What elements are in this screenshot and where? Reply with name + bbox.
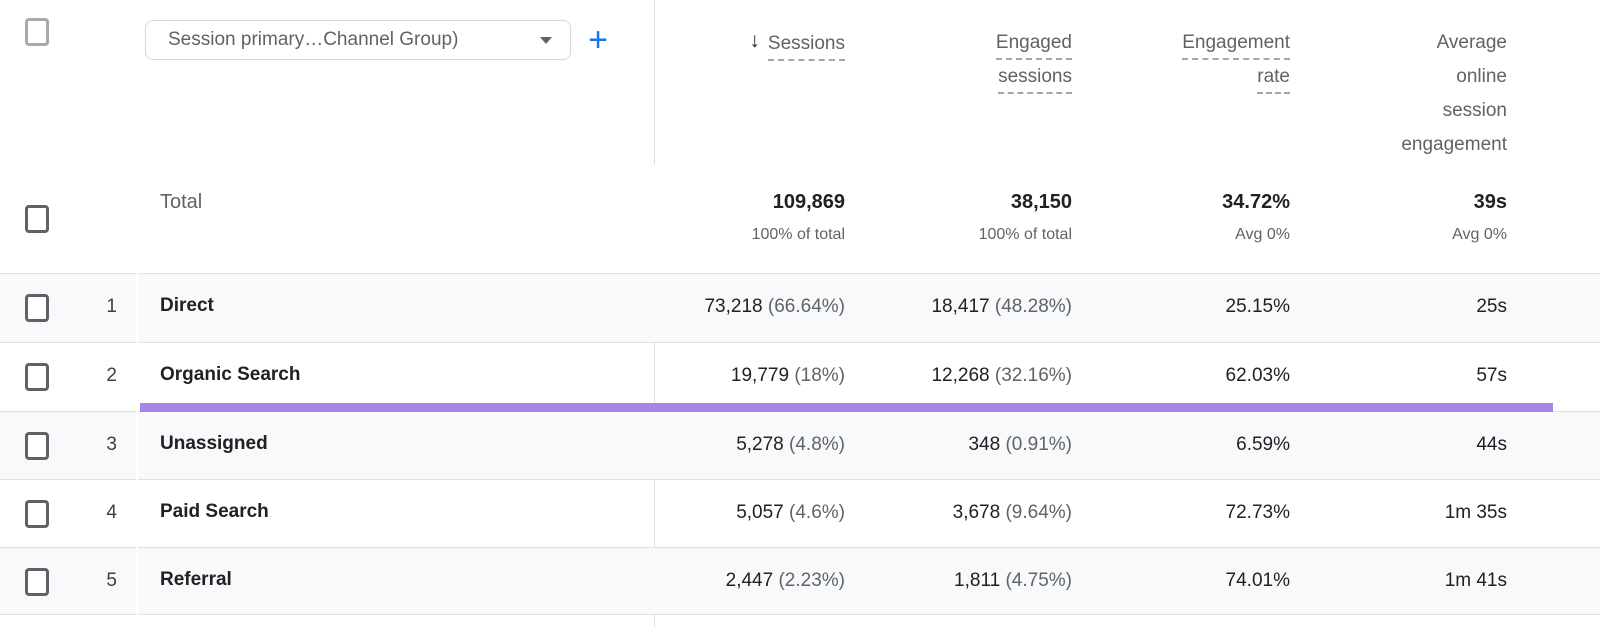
engaged-sessions-cell: 348 (0.91%) xyxy=(968,434,1072,455)
row-checkbox[interactable] xyxy=(25,432,49,460)
table-row: 4 Paid Search 5,057 (4.6%) 3,678 (9.64%)… xyxy=(0,479,1600,547)
total-value: 34.72% xyxy=(1222,191,1290,213)
row-checkbox[interactable] xyxy=(25,568,49,596)
add-dimension-button[interactable]: + xyxy=(588,21,608,59)
dimension-dropdown[interactable]: Session primary…Channel Group) xyxy=(145,20,571,60)
column-header-average-online-session-engagement[interactable]: Average online session engagement xyxy=(1401,26,1507,162)
sort-descending-icon: ↓ xyxy=(749,29,760,52)
total-engagement-rate: 34.72% Avg 0% xyxy=(1222,165,1290,244)
table-row: 1 Direct 73,218 (66.64%) 18,417 (48.28%)… xyxy=(0,273,1600,342)
column-label: online xyxy=(1456,66,1507,87)
average-engagement-cell: 1m 35s xyxy=(1444,502,1507,523)
channel-name: Paid Search xyxy=(160,501,269,522)
average-engagement-cell: 44s xyxy=(1476,434,1507,455)
share-of-total: (18%) xyxy=(794,365,845,386)
engaged-sessions-cell: 12,268 (32.16%) xyxy=(931,365,1072,386)
engagement-rate-cell: 25.15% xyxy=(1225,296,1290,317)
share-of-total: (32.16%) xyxy=(994,365,1072,386)
share-of-total: (4.75%) xyxy=(1005,570,1072,591)
engagement-rate-cell: 72.73% xyxy=(1225,502,1290,523)
total-row-checkbox[interactable] xyxy=(25,205,49,233)
column-header-sessions[interactable]: ↓ Sessions xyxy=(749,26,845,61)
column-header-engagement-rate[interactable]: Engagement rate xyxy=(1182,26,1290,94)
table-row: 5 Referral 2,447 (2.23%) 1,811 (4.75%) 7… xyxy=(0,547,1600,615)
sessions-cell: 73,218 (66.64%) xyxy=(704,296,845,317)
engagement-rate-cell: 62.03% xyxy=(1225,365,1290,386)
column-label: session xyxy=(1442,100,1507,121)
total-subtext: 100% of total xyxy=(751,226,845,243)
average-engagement-cell: 1m 41s xyxy=(1444,570,1507,591)
column-label: Engagement xyxy=(1182,31,1290,60)
row-number: 2 xyxy=(106,365,117,386)
row-number: 3 xyxy=(106,434,117,455)
row-number: 4 xyxy=(106,502,117,523)
engagement-rate-cell: 74.01% xyxy=(1225,570,1290,591)
total-label: Total xyxy=(160,191,203,213)
engaged-sessions-cell: 1,811 (4.75%) xyxy=(954,570,1072,591)
total-value: 109,869 xyxy=(772,191,845,213)
engagement-rate-cell: 6.59% xyxy=(1236,434,1290,455)
average-engagement-cell: 25s xyxy=(1476,296,1507,317)
selected-row-highlight-bar xyxy=(140,403,1553,412)
total-value: 39s xyxy=(1473,191,1507,213)
engaged-sessions-cell: 3,678 (9.64%) xyxy=(952,502,1072,523)
row-number: 5 xyxy=(106,570,117,591)
row-checkbox[interactable] xyxy=(25,294,49,322)
total-engaged-sessions: 38,150 100% of total xyxy=(979,165,1072,244)
sessions-cell: 2,447 (2.23%) xyxy=(725,570,845,591)
channel-name: Organic Search xyxy=(160,364,301,385)
row-number-column-divider xyxy=(136,273,138,615)
total-subtext: Avg 0% xyxy=(1452,226,1507,243)
channel-name: Referral xyxy=(160,569,232,590)
share-of-total: (66.64%) xyxy=(767,296,845,317)
row-checkbox[interactable] xyxy=(25,500,49,528)
table-row: 3 Unassigned 5,278 (4.8%) 348 (0.91%) 6.… xyxy=(0,411,1600,479)
sessions-cell: 5,057 (4.6%) xyxy=(736,502,845,523)
total-value: 38,150 xyxy=(1010,191,1072,213)
dimension-dropdown-label: Session primary…Channel Group) xyxy=(168,29,459,50)
column-header-engaged-sessions[interactable]: Engaged sessions xyxy=(995,26,1072,94)
average-engagement-cell: 57s xyxy=(1476,365,1507,386)
share-of-total: (9.64%) xyxy=(1005,502,1072,523)
share-of-total: (4.6%) xyxy=(789,502,845,523)
column-label: Average xyxy=(1436,32,1507,53)
column-label: Sessions xyxy=(767,32,845,61)
sessions-cell: 19,779 (18%) xyxy=(730,365,845,386)
sessions-cell: 5,278 (4.8%) xyxy=(736,434,845,455)
share-of-total: (48.28%) xyxy=(994,296,1072,317)
select-all-checkbox[interactable] xyxy=(25,18,49,46)
total-row: Total 109,869 100% of total 38,150 100% … xyxy=(0,165,1600,273)
engaged-sessions-cell: 18,417 (48.28%) xyxy=(931,296,1072,317)
total-subtext: 100% of total xyxy=(978,226,1072,243)
row-number: 1 xyxy=(106,296,117,317)
column-label: rate xyxy=(1257,65,1290,94)
column-label: engagement xyxy=(1401,134,1507,155)
share-of-total: (2.23%) xyxy=(778,570,845,591)
total-sessions: 109,869 100% of total xyxy=(752,165,845,244)
channel-name: Unassigned xyxy=(160,433,268,454)
total-subtext: Avg 0% xyxy=(1235,226,1290,243)
row-checkbox[interactable] xyxy=(25,363,49,391)
channel-name: Direct xyxy=(160,295,214,316)
column-label: Engaged xyxy=(995,31,1072,60)
table-row: 2 Organic Search 19,779 (18%) 12,268 (32… xyxy=(0,342,1600,411)
total-average-engagement: 39s Avg 0% xyxy=(1452,165,1507,244)
share-of-total: (4.8%) xyxy=(789,434,845,455)
column-label: sessions xyxy=(998,65,1072,94)
share-of-total: (0.91%) xyxy=(1005,434,1072,455)
chevron-down-icon xyxy=(540,36,552,44)
